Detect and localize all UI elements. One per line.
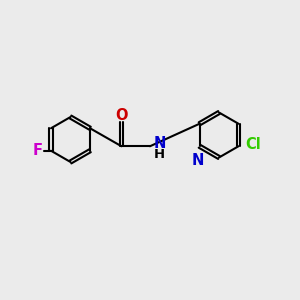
Text: N: N (154, 136, 166, 151)
Text: H: H (154, 148, 165, 161)
Text: O: O (115, 108, 128, 123)
Text: Cl: Cl (245, 137, 261, 152)
Text: F: F (33, 143, 43, 158)
Text: N: N (192, 153, 204, 168)
